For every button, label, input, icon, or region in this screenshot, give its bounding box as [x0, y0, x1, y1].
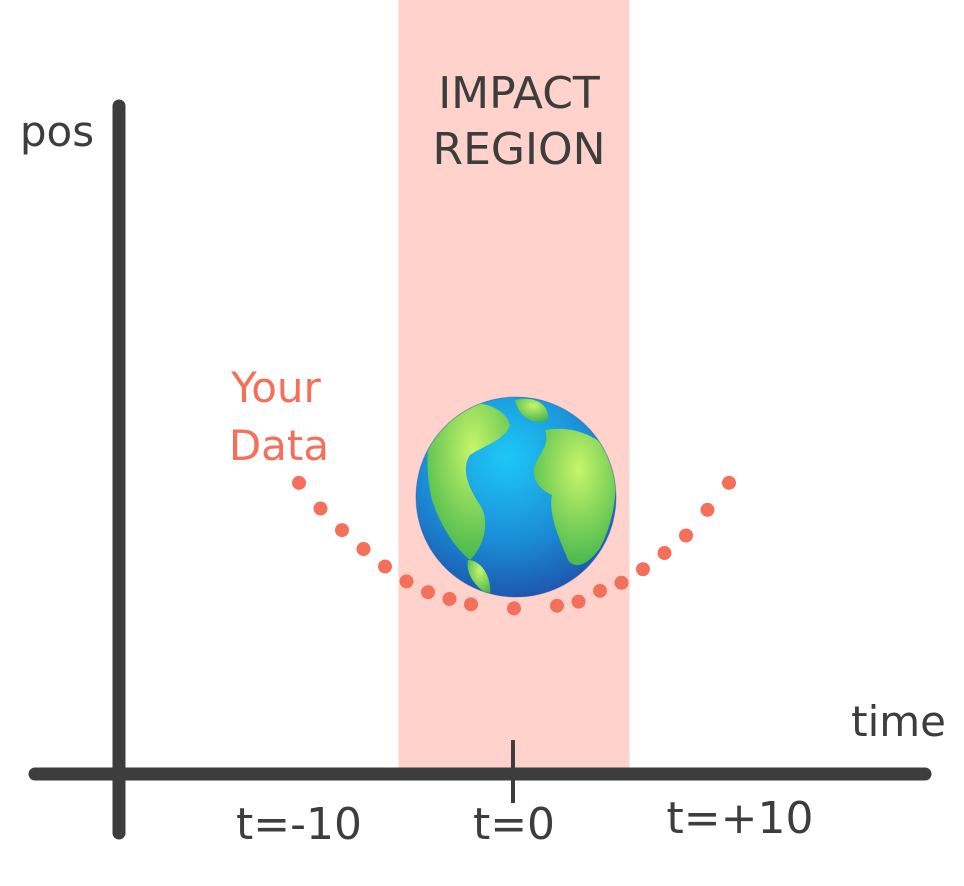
data-point-5 [399, 574, 414, 589]
data-point-7 [442, 591, 457, 606]
data-point-16 [679, 528, 693, 543]
y-axis-label: pos [20, 107, 94, 156]
data-point-8 [464, 597, 478, 612]
impact-region-band [398, 0, 630, 774]
impact-region-label-line1: IMPACT [438, 68, 600, 119]
series-label-line2: Data [229, 421, 329, 470]
data-point-0 [292, 475, 306, 490]
data-point-14 [636, 562, 650, 577]
data-point-12 [593, 583, 607, 598]
data-point-6 [421, 585, 435, 600]
x-tick-label-0: t=0 [473, 799, 555, 850]
x-tick-label-pos10: t=+10 [667, 793, 814, 844]
data-point-11 [571, 594, 586, 609]
data-point-10 [550, 598, 564, 613]
x-tick-label-neg10: t=-10 [236, 799, 362, 850]
data-point-4 [378, 559, 392, 574]
x-axis-label: time [851, 697, 946, 746]
data-point-13 [614, 575, 629, 590]
earth-globe-icon [415, 396, 617, 598]
data-point-3 [356, 542, 371, 556]
data-point-18 [722, 475, 736, 490]
data-point-17 [700, 502, 715, 517]
data-points [292, 475, 736, 616]
impact-region-label-line2: REGION [433, 124, 606, 175]
series-label-line1: Your [230, 363, 321, 412]
data-point-15 [657, 546, 672, 561]
data-point-2 [335, 523, 349, 538]
data-point-1 [313, 501, 328, 516]
data-point-9 [507, 601, 521, 616]
